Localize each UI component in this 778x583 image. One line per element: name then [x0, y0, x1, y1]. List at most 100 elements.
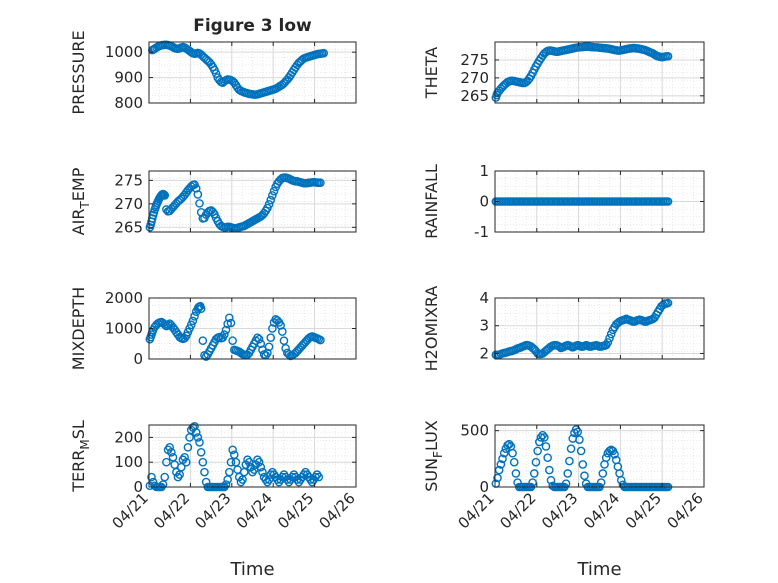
data-point [160, 472, 170, 482]
data-point [316, 178, 325, 188]
y-tick-label: 800 [114, 94, 143, 112]
x-axis-label-right: Time [576, 559, 621, 580]
data-point [545, 465, 554, 475]
data-point [221, 480, 231, 489]
grid [495, 425, 704, 487]
y-tick-label: 1000 [105, 43, 143, 61]
data-point [225, 313, 234, 323]
data-point [279, 336, 289, 346]
data-point [165, 443, 174, 452]
data-point [195, 199, 204, 208]
y-tick-label: 3 [479, 317, 489, 335]
axes-box [494, 41, 705, 104]
data-point [198, 457, 208, 467]
data-point [538, 430, 547, 440]
data-point [494, 465, 504, 475]
data-point [508, 448, 517, 458]
y-tick-label: 2 [479, 344, 489, 362]
data-point [578, 460, 588, 469]
data-point [269, 186, 279, 196]
data-point [533, 446, 542, 456]
subplot-rainfall: -1 0 1 RAINFALL [422, 162, 705, 241]
series-theta [491, 42, 673, 102]
data-point [278, 327, 287, 336]
data-point [193, 433, 203, 442]
data-point [541, 442, 551, 451]
data-point [563, 469, 573, 478]
y-axis-label: MIXDEPTH [69, 287, 88, 370]
data-point [198, 336, 208, 346]
data-point [268, 324, 277, 333]
y-tick-label: 1 [479, 162, 489, 180]
data-point [610, 450, 619, 459]
data-point [220, 330, 229, 339]
y-tick-label: 265 [114, 218, 143, 236]
data-point [228, 445, 237, 455]
data-point [264, 200, 274, 209]
data-point [215, 332, 224, 342]
data-point [504, 439, 514, 449]
data-point [536, 433, 546, 442]
y-axis-label: TERRMSL [69, 420, 92, 493]
data-point [314, 472, 324, 482]
data-point [499, 448, 509, 458]
axes-box [494, 297, 705, 360]
data-point [573, 427, 583, 437]
data-point [546, 475, 556, 485]
data-point [566, 444, 576, 453]
x-axis-label-left: Time [229, 559, 274, 580]
data-point [264, 342, 274, 352]
y-axis-label: AIRTEMP [69, 167, 92, 235]
y-axis-label: SUNFLUX [422, 420, 445, 492]
data-point [160, 191, 170, 200]
data-point [540, 433, 549, 442]
series-h2omixra [491, 298, 673, 360]
data-point [188, 316, 198, 326]
data-point [254, 334, 264, 344]
data-point [605, 333, 614, 343]
data-point [580, 471, 589, 481]
data-point [228, 336, 237, 346]
series-mixdepth [145, 301, 325, 361]
data-point [200, 467, 209, 477]
figure-title: Figure 3 low [193, 16, 312, 36]
data-point [195, 438, 204, 447]
y-tick-label: 270 [460, 69, 489, 87]
data-point [565, 456, 574, 466]
data-point [276, 321, 285, 330]
subplot-mixdepth: 0 1000 2000 MIXDEPTH [69, 287, 357, 370]
y-tick-label: 0 [479, 478, 489, 496]
data-point [529, 469, 539, 478]
data-point [190, 311, 199, 321]
data-point [598, 469, 608, 478]
axes-box [148, 424, 357, 488]
data-point [575, 435, 584, 444]
data-point [159, 190, 169, 199]
data-point [191, 184, 201, 193]
data-point [663, 197, 673, 206]
data-point [576, 446, 586, 456]
y-tick-label: 0 [133, 478, 143, 496]
data-point [183, 443, 193, 452]
y-tick-label: -1 [474, 223, 489, 241]
data-point [225, 467, 234, 477]
data-point [180, 452, 189, 462]
data-point [196, 304, 206, 313]
y-axis-label: THETA [422, 47, 441, 99]
data-point [256, 339, 266, 349]
series-pressure [148, 40, 329, 99]
data-point [496, 460, 506, 469]
y-tick-label: 100 [114, 453, 143, 471]
data-point [498, 454, 507, 464]
data-point [186, 320, 196, 330]
y-axis-label: H2OMIXRA [422, 286, 441, 372]
y-tick-label: 2000 [105, 289, 143, 307]
y-tick-label: 0 [133, 350, 143, 368]
y-tick-label: 500 [460, 422, 489, 440]
data-point [663, 298, 673, 308]
data-point [193, 190, 203, 199]
series-air-temp [145, 173, 325, 233]
data-point [316, 335, 325, 345]
